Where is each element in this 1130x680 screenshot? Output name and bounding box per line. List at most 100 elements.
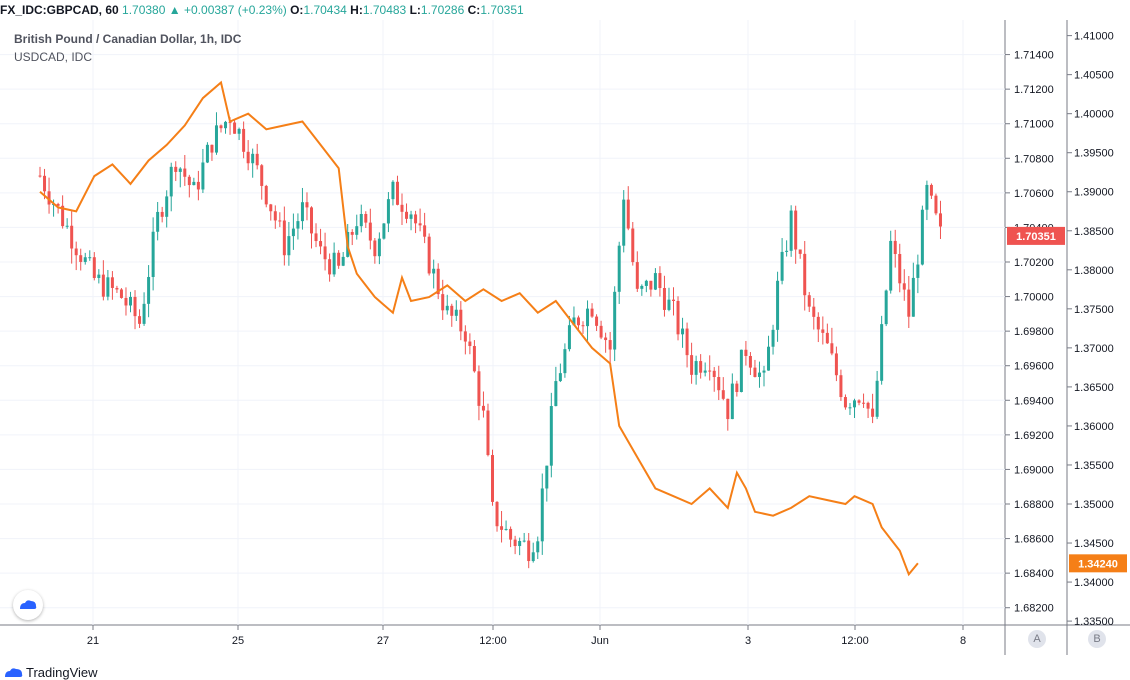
candle-body xyxy=(251,153,255,164)
tradingview-badge[interactable] xyxy=(13,590,43,620)
open-label: O: xyxy=(290,3,304,17)
candle-body xyxy=(839,375,843,398)
compare-last-label: 1.34240 xyxy=(1078,558,1118,570)
candle-body xyxy=(622,199,626,246)
close-label: C: xyxy=(467,3,481,17)
candle-body xyxy=(825,332,829,344)
right-tick-label: 1.34500 xyxy=(1074,538,1114,550)
low-value: 1.70286 xyxy=(420,3,465,17)
left-tick-label: 1.71000 xyxy=(1014,119,1054,131)
candle-body xyxy=(617,245,621,292)
main-series-legend[interactable]: British Pound / Canadian Dollar, 1h, IDC xyxy=(14,32,242,46)
candle-body xyxy=(319,241,323,247)
candle-body xyxy=(509,528,513,540)
candle-body xyxy=(853,400,856,408)
candle-body xyxy=(626,199,630,229)
candle-body xyxy=(504,528,508,530)
candle-body xyxy=(323,246,327,260)
compare-series-legend[interactable]: USDCAD, IDC xyxy=(14,50,93,64)
candle-body xyxy=(237,128,241,134)
candle-body xyxy=(875,380,879,417)
candle-body xyxy=(337,252,341,266)
left-tick-label: 1.69800 xyxy=(1014,326,1054,338)
candle-body xyxy=(938,213,942,227)
candle-body xyxy=(631,228,635,263)
candle-body xyxy=(767,346,771,371)
candle-body xyxy=(310,207,313,234)
candlestick-series xyxy=(38,112,942,569)
time-tick-label: 21 xyxy=(87,635,99,647)
right-tick-label: 1.35500 xyxy=(1074,460,1114,472)
candle-body xyxy=(717,377,721,391)
right-price-axis: 1.41000 1.40500 1.40000 1.39500 1.39000 1.385… xyxy=(1067,31,1127,628)
candle-body xyxy=(305,202,309,208)
left-tick-label: 1.70800 xyxy=(1014,153,1054,165)
candle-body xyxy=(653,273,657,290)
candle-body xyxy=(672,299,675,301)
candle-body xyxy=(165,196,169,217)
candle-body xyxy=(278,220,282,222)
price-chart[interactable]: 1.71400 1.71200 1.71000 1.70800 1.70600 1.704… xyxy=(0,0,1130,655)
candle-body xyxy=(65,225,69,227)
candle-body xyxy=(640,285,644,289)
candle-body xyxy=(599,325,603,338)
candle-body xyxy=(395,181,399,205)
right-tick-label: 1.39500 xyxy=(1074,148,1114,160)
candle-body xyxy=(735,383,739,393)
symbol-name[interactable]: FX_IDC:GBPCAD, 60 xyxy=(0,3,119,17)
candle-body xyxy=(454,309,458,316)
left-tick-label: 1.70600 xyxy=(1014,188,1054,200)
candle-body xyxy=(522,540,526,542)
candle-body xyxy=(296,221,300,229)
candle-body xyxy=(708,370,712,372)
candle-body xyxy=(644,280,648,286)
usdcad-line xyxy=(39,80,919,577)
candle-body xyxy=(364,213,368,223)
candle-body xyxy=(169,166,173,197)
candle-body xyxy=(400,204,404,212)
candle-body xyxy=(549,406,553,466)
candle-body xyxy=(110,277,114,288)
candle-body xyxy=(291,228,295,237)
right-tick-label: 1.35000 xyxy=(1074,499,1114,511)
candle-body xyxy=(423,225,427,237)
candle-body xyxy=(789,210,793,251)
right-tick-label: 1.37500 xyxy=(1074,304,1114,316)
candle-body xyxy=(916,264,920,278)
tradingview-brand[interactable]: TradingView xyxy=(26,665,98,680)
candle-body xyxy=(210,144,214,153)
high-label: H: xyxy=(350,3,363,17)
candle-body xyxy=(101,274,105,297)
candle-body xyxy=(595,316,599,326)
candle-body xyxy=(771,329,775,347)
tradingview-cloud-icon xyxy=(20,600,37,609)
scale-b-button[interactable]: B xyxy=(1088,630,1106,648)
right-tick-label: 1.34000 xyxy=(1074,577,1114,589)
candle-body xyxy=(368,222,372,241)
time-tick-label: 25 xyxy=(232,635,244,647)
candle-body xyxy=(83,257,87,262)
candle-body xyxy=(586,308,590,327)
candle-body xyxy=(898,254,902,284)
candle-body xyxy=(468,341,472,347)
candle-body xyxy=(649,280,653,290)
price-change: +0.00387 (+0.23%) xyxy=(184,3,287,17)
candle-body xyxy=(662,288,666,310)
candle-body xyxy=(391,181,395,200)
candle-body xyxy=(572,317,576,326)
scale-a-button[interactable]: A xyxy=(1028,630,1046,648)
candle-body xyxy=(757,372,761,377)
candle-body xyxy=(907,289,911,317)
candle-body xyxy=(264,185,268,205)
candle-body xyxy=(866,402,870,409)
candle-body xyxy=(721,390,725,399)
candle-body xyxy=(373,240,377,257)
candle-body xyxy=(590,308,594,317)
candle-body xyxy=(712,370,716,378)
candle-body xyxy=(427,236,431,274)
candle-body xyxy=(138,316,142,324)
time-tick-label: 12:00 xyxy=(841,635,869,647)
candle-body xyxy=(269,204,273,212)
candle-body xyxy=(332,252,336,275)
candle-body xyxy=(857,400,861,403)
